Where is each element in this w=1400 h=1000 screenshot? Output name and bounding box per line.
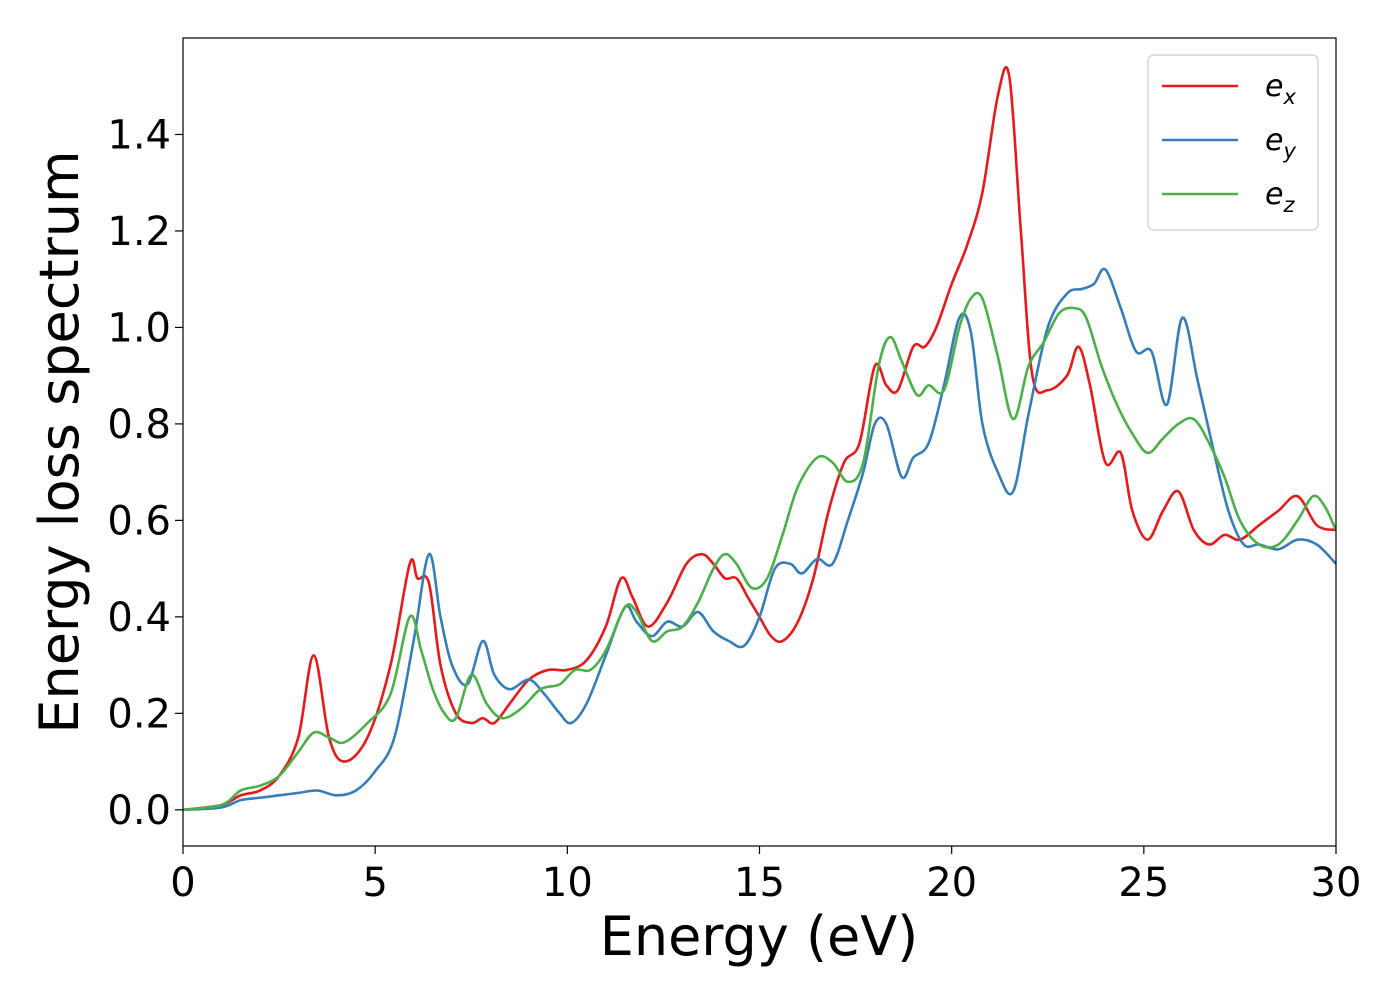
y-tick-label: 0.2 <box>107 691 171 737</box>
series-line-z <box>183 291 1336 812</box>
series-layer <box>183 66 1336 812</box>
series-line-x <box>183 66 1336 812</box>
legend-label-y: ey <box>1265 123 1296 163</box>
y-tick-label: 1.2 <box>107 209 171 255</box>
series-line-y <box>183 267 1336 812</box>
y-axis-title: Energy loss spectrum <box>28 150 91 733</box>
x-tick-label: 25 <box>1118 860 1169 906</box>
x-tick-label: 5 <box>362 860 387 906</box>
y-tick-label: 0.4 <box>107 595 171 641</box>
y-axis: 0.0 0.2 0.4 0.6 0.8 1.0 1.2 1.4 <box>107 112 183 834</box>
y-tick-label: 0.6 <box>107 498 171 544</box>
x-axis-title: Energy (eV) <box>600 905 919 968</box>
x-tick-label: 30 <box>1311 860 1362 906</box>
x-tick-label: 20 <box>926 860 977 906</box>
x-tick-label: 0 <box>170 860 195 906</box>
legend-box <box>1147 54 1319 231</box>
x-axis: 0 5 10 15 20 25 30 <box>170 846 1361 906</box>
y-tick-label: 1.4 <box>107 112 171 158</box>
x-tick-label: 10 <box>542 860 593 906</box>
x-tick-label: 15 <box>734 860 785 906</box>
y-tick-label: 0.8 <box>107 402 171 448</box>
plot-area <box>183 38 1336 846</box>
y-tick-label: 1.0 <box>107 305 171 351</box>
y-tick-label: 0.0 <box>107 788 171 834</box>
